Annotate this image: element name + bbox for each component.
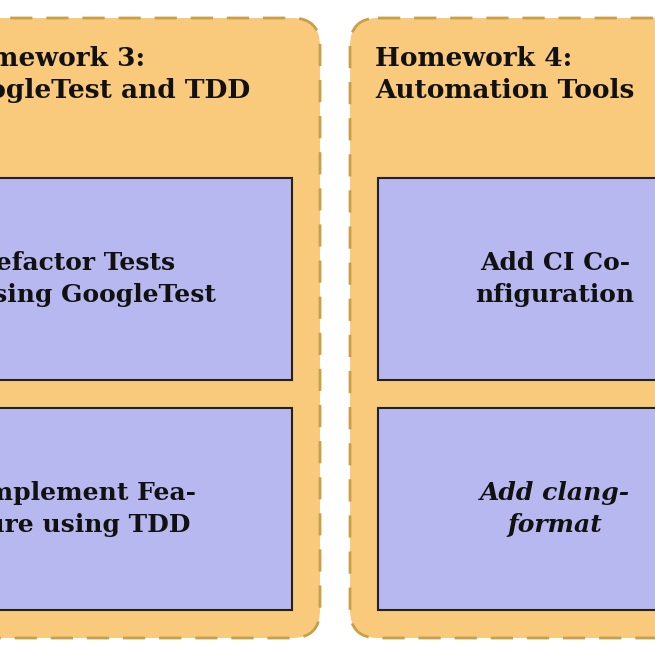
Bar [378,408,655,610]
FancyBboxPatch shape [0,18,320,638]
Text: Add clang-
format: Add clang- format [480,481,630,537]
Bar [378,178,655,380]
Text: Refactor Tests
using GoogleTest: Refactor Tests using GoogleTest [0,252,216,307]
Text: Homework 3:
GoogleTest and TDD: Homework 3: GoogleTest and TDD [0,46,250,103]
Bar [0,178,292,380]
Text: Add CI Co-
nfiguration: Add CI Co- nfiguration [476,252,635,307]
Bar [0,408,292,610]
FancyBboxPatch shape [350,18,655,638]
Text: Implement Fea-
ture using TDD: Implement Fea- ture using TDD [0,481,196,537]
Text: Homework 4:
Automation Tools: Homework 4: Automation Tools [375,46,635,103]
